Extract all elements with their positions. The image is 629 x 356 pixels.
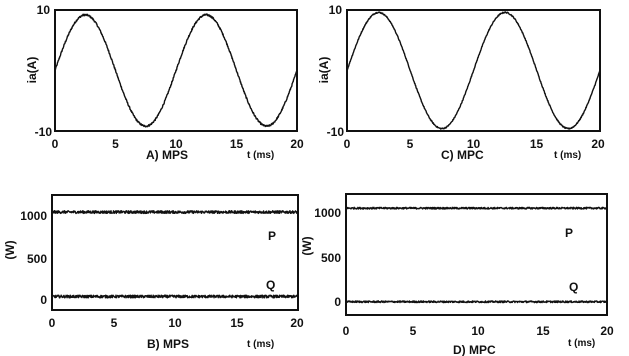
panel-b-caption: B) MPS — [147, 337, 189, 351]
panel-b-xlabel: t (ms) — [247, 339, 274, 350]
panel-b-xtick: 0 — [49, 316, 56, 330]
panel-a-ylabel: ia(A) — [25, 57, 39, 84]
panel-d-caption: D) MPC — [453, 343, 496, 356]
panel-d-xtick: 10 — [471, 324, 485, 338]
panel-d-xtick: 5 — [410, 324, 417, 338]
panel-b-xtick: 20 — [290, 316, 304, 330]
panel-a-xtick: 0 — [52, 137, 59, 151]
panel-c-series-line-0 — [346, 11, 601, 130]
panel-b-ytick: 500 — [27, 252, 47, 266]
panel-b-frame — [51, 194, 299, 311]
panel-c-frame — [346, 9, 601, 132]
panel-c-xtick: 5 — [407, 137, 414, 151]
panel-b-xtick: 15 — [230, 316, 244, 330]
panel-c-xlabel: t (ms) — [554, 150, 581, 161]
panel-d-ytick: 500 — [321, 251, 341, 265]
panel-d-series-p — [345, 206, 608, 210]
panel-b-mps: 1000 500 0 0 5 10 15 20 (W) B) MPS t (ms… — [3, 194, 304, 351]
panel-b-series-p — [51, 210, 299, 215]
panel-a-xlabel: t (ms) — [247, 150, 274, 161]
panel-d-xlabel: t (ms) — [568, 338, 595, 349]
panel-c-traces — [346, 11, 601, 130]
panel-a-xtick: 20 — [290, 137, 304, 151]
panel-a-ytick: -10 — [35, 125, 53, 139]
panel-d-series-q — [345, 300, 608, 304]
panel-d-xtick: 15 — [536, 324, 550, 338]
panel-d-series-label-q: Q — [569, 280, 578, 294]
panel-a-xtick: 15 — [230, 137, 244, 151]
panel-c-ytick: -10 — [327, 125, 345, 139]
panel-c-ytick: 10 — [329, 3, 343, 17]
panel-c-xtick: 10 — [467, 137, 481, 151]
panel-a-xtick: 10 — [169, 137, 183, 151]
panel-b-series-label-p: P — [268, 229, 276, 243]
panel-c-xtick: 15 — [530, 137, 544, 151]
panel-a-series-line-0 — [54, 13, 298, 128]
panel-d-mpc: 1000 500 0 0 5 10 15 20 (W) D) MPC t (ms… — [300, 193, 614, 356]
panel-d-xtick: 0 — [343, 324, 350, 338]
panel-b-series-q — [51, 294, 299, 299]
panel-d-ytick: 0 — [334, 295, 341, 309]
panel-d-ytick: 1000 — [314, 206, 341, 220]
panel-d-frame — [345, 193, 608, 316]
panel-c-caption: C) MPC — [441, 148, 484, 162]
panel-a-caption: A) MPS — [146, 148, 188, 162]
panel-b-ytick: 0 — [40, 293, 47, 307]
panel-d-traces — [345, 206, 608, 304]
panel-b-ytick: 1000 — [20, 209, 47, 223]
panel-b-xtick: 10 — [168, 316, 182, 330]
panel-a-xtick: 5 — [112, 137, 119, 151]
panel-c-ylabel: ia(A) — [317, 57, 331, 84]
panel-b-xtick: 5 — [111, 316, 118, 330]
panel-b-ylabel: (W) — [3, 240, 17, 259]
panel-a-ytick: 10 — [37, 3, 51, 17]
panel-c-mpc: 10 -10 0 5 10 15 20 ia(A) C) MPC t (ms) — [317, 3, 605, 162]
panel-c-xtick: 0 — [344, 137, 351, 151]
panel-a-traces — [54, 13, 298, 128]
panel-b-series-label-q: Q — [266, 278, 275, 292]
panel-a-mps: 10 -10 0 5 10 15 20 ia(A) A) MPS t (ms) — [25, 3, 304, 162]
panel-c-xtick: 20 — [591, 137, 605, 151]
panel-d-ylabel: (W) — [300, 236, 314, 255]
panel-d-xtick: 20 — [600, 324, 614, 338]
panel-a-frame — [54, 9, 298, 132]
panel-b-traces — [51, 210, 299, 299]
panel-d-series-label-p: P — [565, 226, 573, 240]
